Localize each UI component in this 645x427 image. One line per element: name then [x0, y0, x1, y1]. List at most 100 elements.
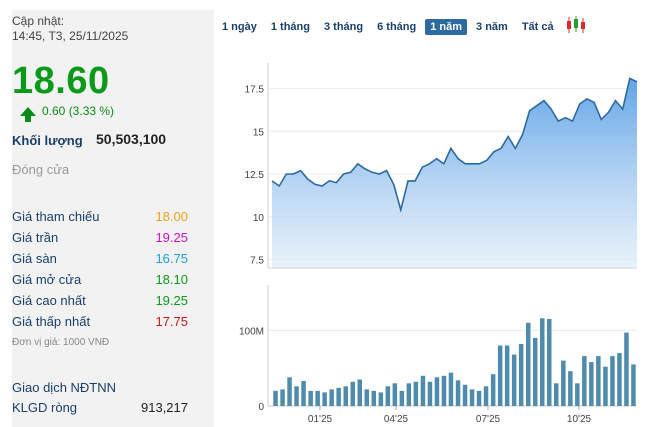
stat-label: Giá sàn [12, 251, 57, 266]
tab-period[interactable]: 6 tháng [377, 20, 417, 33]
price-change-value: 0.60 (3.33 %) [42, 104, 115, 118]
stat-value: 16.75 [155, 251, 188, 266]
volume-bar [406, 383, 412, 406]
volume-bar [371, 390, 376, 406]
stat-label: Giá tham chiếu [12, 209, 100, 224]
volume-bar [322, 392, 327, 406]
volume-bar [455, 380, 461, 406]
price-tick-label: 7.5 [250, 255, 264, 266]
volume-bar [301, 381, 306, 406]
volume-bar [420, 375, 426, 407]
stat-label: Giá thấp nhất [12, 314, 91, 329]
volume-bar [631, 364, 636, 406]
volume-bar [469, 389, 475, 406]
volume-bar [617, 353, 622, 406]
tab-period[interactable]: 3 năm [476, 20, 508, 33]
price-change: 0.60 (3.33 %) [20, 104, 115, 122]
price-area [272, 78, 637, 269]
volume-tick-label: 0 [258, 402, 264, 413]
stat-value: 18.10 [155, 272, 188, 287]
tab-period[interactable]: 1 tháng [270, 20, 310, 33]
tab-period[interactable]: Tất cả [521, 20, 554, 33]
volume-bar [280, 389, 285, 406]
period-tabs: 1 ngày 1 tháng 3 tháng 6 tháng 1 năm 3 năm Tất… [217, 16, 587, 37]
stat-row: Giá trần 19.25 [12, 230, 188, 245]
volume-bar [624, 332, 629, 406]
volume-bar [526, 322, 531, 406]
x-tick-label: 01'25 [308, 414, 333, 425]
foreign-trading-title: Giao dịch NĐTNN [12, 380, 117, 395]
volume-bar [511, 354, 517, 406]
stat-row: Giá sàn 16.75 [12, 251, 188, 266]
volume-bar [547, 319, 552, 406]
volume-bar [561, 360, 566, 406]
volume-bar [350, 381, 355, 406]
unit-note: Đơn vị giá: 1000 VNĐ [12, 337, 110, 348]
x-tick-label: 10'25 [567, 414, 592, 425]
volume-bar [392, 383, 398, 406]
volume-bar [610, 356, 615, 406]
price-tick-label: 15 [253, 127, 265, 138]
volume-bar [343, 386, 348, 406]
volume-bar [476, 390, 482, 406]
volume-bar [385, 386, 391, 406]
stat-row: Giá mở cửa 18.10 [12, 272, 188, 287]
stat-row: Giá cao nhất 19.25 [12, 293, 188, 308]
stock-info-panel [12, 10, 214, 427]
volume-bar [568, 371, 573, 406]
tab-period[interactable]: 3 tháng [323, 20, 364, 33]
price-volume-chart: 17.5 15 12.5 10 7.5 100M 0 01'25 04'25 07'25 10'25 [239, 63, 638, 425]
volume-bar [462, 384, 468, 406]
volume-bar [287, 377, 292, 406]
price-line [271, 77, 638, 214]
volume-bar [540, 318, 545, 406]
volume-bar [294, 386, 299, 406]
volume-bar [518, 344, 524, 406]
price-tick-label: 12.5 [245, 170, 265, 181]
volume-bar [554, 383, 559, 406]
volume-bar [378, 392, 384, 406]
volume-bar [413, 381, 419, 406]
tab-period[interactable]: 1 ngày [222, 20, 257, 33]
volume-bar [336, 387, 341, 406]
stat-value: 17.75 [155, 314, 188, 329]
klgd-row: KLGD ròng 913,217 [12, 400, 188, 415]
volume-bar [533, 337, 538, 406]
current-price: 18.60 [12, 60, 110, 102]
volume-bar [497, 345, 503, 406]
volume-bar [315, 390, 320, 406]
arrow-up-icon [20, 106, 36, 122]
volume-bar [504, 345, 510, 406]
volume-bar [434, 377, 440, 406]
klgd-value: 913,217 [141, 400, 188, 415]
volume-bar [603, 366, 608, 406]
volume-bar [589, 362, 594, 406]
price-tick-label: 17.5 [245, 85, 265, 96]
volume-bar [308, 390, 313, 406]
x-tick-label: 07'25 [476, 414, 501, 425]
tab-period[interactable]: 1 năm [425, 18, 468, 35]
x-tick-label: 04'25 [384, 414, 409, 425]
market-status: Đóng cửa [12, 162, 70, 177]
volume-bar [273, 390, 278, 406]
stat-label: Giá mở cửa [12, 272, 82, 287]
stat-value: 18.00 [155, 209, 188, 224]
volume-bar [399, 390, 405, 406]
stat-label: Giá cao nhất [12, 293, 86, 308]
update-time: 14:45, T3, 25/11/2025 [12, 29, 129, 43]
update-label: Cập nhật: [12, 14, 65, 28]
volume-bar [448, 372, 454, 406]
volume-bar [490, 374, 496, 406]
volume-bar [357, 379, 362, 406]
stat-value: 19.25 [155, 293, 188, 308]
volume-bar [596, 356, 601, 406]
stat-row: Giá thấp nhất 17.75 [12, 314, 188, 329]
volume-value: 50,503,100 [96, 131, 167, 147]
candlestick-icon[interactable] [565, 16, 587, 37]
volume-tick-label: 100M [239, 326, 264, 337]
klgd-label: KLGD ròng [12, 400, 78, 415]
volume-label: Khối lượng [12, 133, 83, 148]
volume-bar [364, 389, 369, 406]
stat-value: 19.25 [155, 230, 188, 245]
volume-bar [329, 389, 334, 406]
